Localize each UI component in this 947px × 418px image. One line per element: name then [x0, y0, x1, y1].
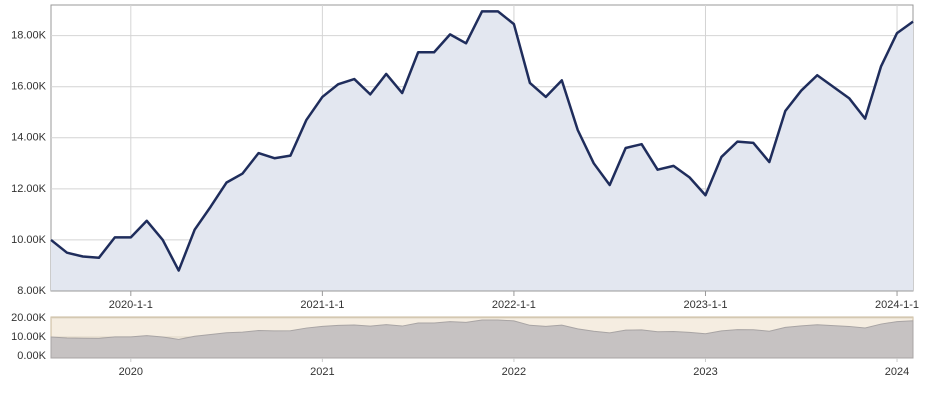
navigator-y-tick-label: 10.00K [11, 331, 47, 343]
navigator-x-tick-label: 2021 [310, 366, 334, 378]
y-tick-label: 12.00K [11, 183, 47, 195]
y-tick-label: 10.00K [11, 234, 47, 246]
navigator-y-tick-label: 20.00K [11, 312, 47, 324]
y-tick-label: 16.00K [11, 81, 47, 93]
navigator-x-tick-label: 2023 [693, 366, 717, 378]
x-tick-label: 2020-1-1 [109, 299, 153, 311]
y-tick-label: 18.00K [11, 30, 47, 42]
x-tick-label: 2023-1-1 [683, 299, 727, 311]
x-tick-label: 2024-1-1 [875, 299, 919, 311]
area [51, 11, 913, 291]
navigator-x-tick-label: 2022 [502, 366, 526, 378]
x-tick-label: 2021-1-1 [300, 299, 344, 311]
y-tick-label: 8.00K [17, 285, 46, 297]
line [50, 10, 914, 272]
navigator-area [50, 319, 914, 359]
navigator-y-tick-label: 0.00K [17, 350, 46, 362]
y-tick-label: 14.00K [11, 132, 47, 144]
navigator-x-tick-label: 2024 [885, 366, 909, 378]
navigator-x-tick-label: 2020 [119, 366, 143, 378]
x-tick-label: 2022-1-1 [492, 299, 536, 311]
